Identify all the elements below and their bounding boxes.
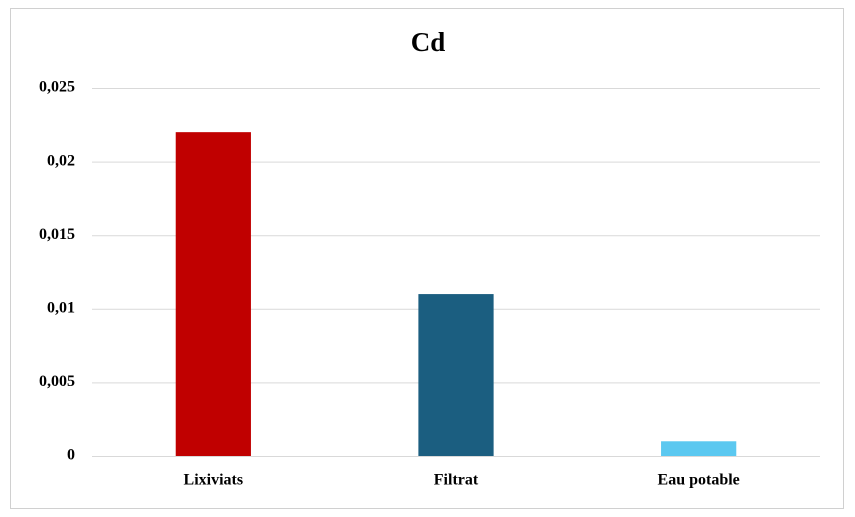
x-tick-label: Lixiviats: [184, 472, 244, 489]
x-tick-label: Eau potable: [658, 472, 740, 489]
y-tick-label: 0,025: [39, 79, 75, 96]
bar: [175, 132, 251, 456]
y-tick-label: 0,005: [39, 373, 75, 390]
bar: [661, 441, 737, 456]
y-tick-label: 0,02: [47, 152, 75, 169]
y-tick-label: 0,015: [39, 226, 75, 243]
bar: [418, 294, 494, 456]
x-tick-label: Filtrat: [434, 472, 479, 489]
chart-title: Cd: [411, 27, 446, 57]
y-tick-label: 0: [67, 447, 75, 464]
y-tick-label: 0,01: [47, 299, 75, 316]
